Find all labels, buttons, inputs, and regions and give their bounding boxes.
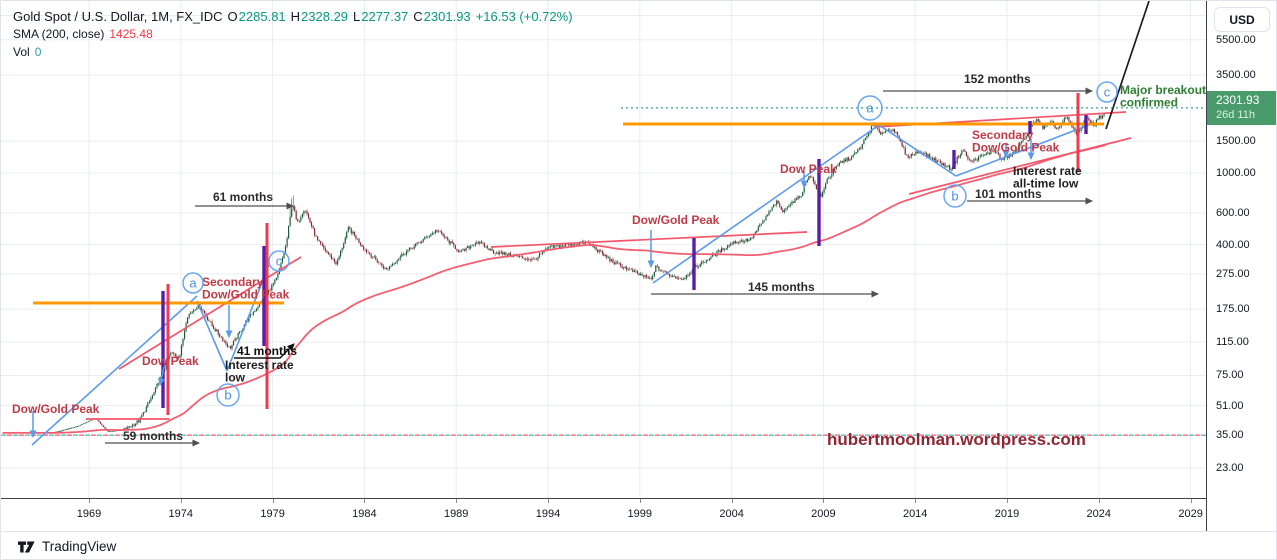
price-axis[interactable]: USD 5500.00 3500.00 1500.00 1000.00 600.00 40…	[1206, 1, 1276, 531]
month-span-label: 61 months	[213, 190, 273, 204]
price-tick-label: 175.00	[1216, 303, 1250, 316]
last-price: 2301.93	[1216, 92, 1260, 107]
year-tick-label: 2029	[1178, 508, 1203, 520]
sma-value: 1425.48	[109, 27, 153, 41]
circled-letter: a	[189, 276, 197, 291]
annotation-label: Dow Peak	[142, 354, 199, 368]
annotation-label: Secondary Dow/Gold Peak	[972, 128, 1060, 155]
year-tick-label: 1969	[76, 508, 102, 520]
circled-letter: a	[866, 101, 874, 116]
time-tick-mark	[364, 499, 366, 503]
price-tick-label: 275.00	[1216, 267, 1250, 280]
year-tick-label: 2019	[994, 508, 1020, 520]
ohlc-low: L2277.37	[353, 9, 409, 24]
time-tick-mark	[1098, 499, 1100, 503]
month-span-annotations[interactable]: 59 months 61 months 145 months 152 months 10…	[105, 72, 1093, 447]
circled-letter: c	[1104, 85, 1111, 100]
circled-letter: b	[224, 388, 231, 403]
ohlc-close: C2301.93	[413, 9, 471, 24]
tradingview-brand[interactable]: TradingView	[42, 539, 117, 554]
time-tick-mark	[180, 499, 182, 503]
annotation-label: Interest rate low	[225, 358, 294, 385]
last-price-badge: 2301.93 26d 11h	[1207, 90, 1276, 125]
change-value: +16.53 (+0.72%)	[475, 9, 573, 24]
month-span-label: 59 months	[123, 429, 183, 443]
month-span-label: 152 months	[964, 72, 1031, 86]
symbol-title[interactable]: Gold Spot / U.S. Dollar, 1M, FX_IDC	[13, 9, 223, 24]
year-tick-label: 2009	[811, 508, 836, 520]
year-tick-label: 1994	[535, 508, 561, 520]
annotation-label: Dow/Gold Peak	[632, 213, 720, 227]
time-tick-mark	[1007, 499, 1008, 503]
price-tick-label: 400.00	[1216, 238, 1250, 251]
currency-button[interactable]: USD	[1214, 7, 1270, 32]
sma-200-line[interactable]	[2, 144, 1106, 434]
price-tick-label: 3500.00	[1216, 69, 1256, 82]
price-tick-label: 75.00	[1216, 369, 1244, 382]
year-tick-label: 2024	[1086, 508, 1112, 520]
price-tick-label: 51.00	[1216, 399, 1244, 412]
month-span-label: 145 months	[748, 280, 815, 294]
price-tick-label: 5500.00	[1216, 33, 1256, 46]
time-axis[interactable]: 1969 1974 1979 1984 1989 1994 1999 2004 2009 2014…	[1, 498, 1206, 531]
circled-letters[interactable]: a b c a b c	[182, 81, 1118, 407]
year-tick-label: 2004	[719, 508, 744, 520]
time-tick-mark	[89, 499, 90, 503]
price-tick-label: 115.00	[1216, 336, 1249, 349]
footer-bar: TradingView	[1, 531, 1276, 559]
time-tick-mark	[823, 499, 825, 503]
time-tick-mark	[731, 499, 733, 503]
candlestick-series	[27, 106, 1107, 434]
chart-plot[interactable]: 59 months 61 months 145 months 152 months 10…	[1, 1, 1206, 498]
breakout-projection-line[interactable]	[1105, 1, 1150, 130]
bar-countdown: 26d 11h	[1216, 108, 1255, 121]
volume-value: 0	[34, 45, 42, 59]
time-tick-mark	[915, 499, 917, 503]
chart-legend: Gold Spot / U.S. Dollar, 1M, FX_IDC O228…	[13, 8, 573, 61]
time-tick-mark	[548, 499, 549, 503]
year-tick-label: 1989	[443, 508, 469, 520]
price-tick-label: 1000.00	[1216, 167, 1256, 179]
annotation-label: Dow/Gold Peak	[12, 402, 100, 416]
year-tick-label: 2014	[902, 508, 928, 520]
month-span-label: 101 months	[975, 187, 1042, 201]
price-tick-label: 23.00	[1216, 461, 1244, 474]
year-tick-label: 1974	[168, 508, 194, 520]
year-tick-label: 1979	[260, 508, 285, 520]
sma-indicator-label[interactable]: SMA (200, close)	[13, 27, 105, 41]
watermark-link[interactable]: hubertmoolman.wordpress.com	[827, 430, 1086, 449]
annotation-label: Secondary Dow/Gold Peak	[202, 275, 290, 302]
price-tick-label: 35.00	[1216, 429, 1244, 442]
time-tick-mark	[1190, 499, 1192, 503]
price-tick-label: 600.00	[1216, 206, 1250, 219]
year-tick-label: 1999	[627, 508, 653, 520]
time-tick-mark	[639, 499, 641, 503]
circled-letter: b	[951, 189, 958, 204]
ohlc-open: O2285.81	[227, 9, 286, 24]
circled-letter: c	[276, 254, 283, 269]
month-span-label: 41 months	[237, 344, 297, 358]
event-arrows[interactable]	[29, 139, 1035, 438]
ohlc-high: H2328.29	[290, 9, 349, 24]
annotation-label: Dow Peak	[780, 162, 837, 176]
volume-label[interactable]: Vol	[13, 45, 30, 59]
event-marker-bars[interactable]	[161, 93, 1088, 415]
time-tick-mark	[272, 499, 274, 503]
annotation-label: Major breakout confirmed	[1120, 83, 1206, 110]
price-tick-label: 1500.00	[1216, 135, 1256, 148]
year-tick-label: 1984	[352, 508, 377, 520]
text-annotations[interactable]: Dow/Gold Peak Dow Peak Secondary Dow/Gold P…	[12, 83, 1206, 416]
tradingview-logo-icon[interactable]	[18, 539, 35, 555]
trendline-drawings[interactable]	[31, 111, 1132, 446]
time-tick-mark	[456, 499, 458, 503]
annotation-label: Interest rate all-time low	[1013, 164, 1082, 191]
